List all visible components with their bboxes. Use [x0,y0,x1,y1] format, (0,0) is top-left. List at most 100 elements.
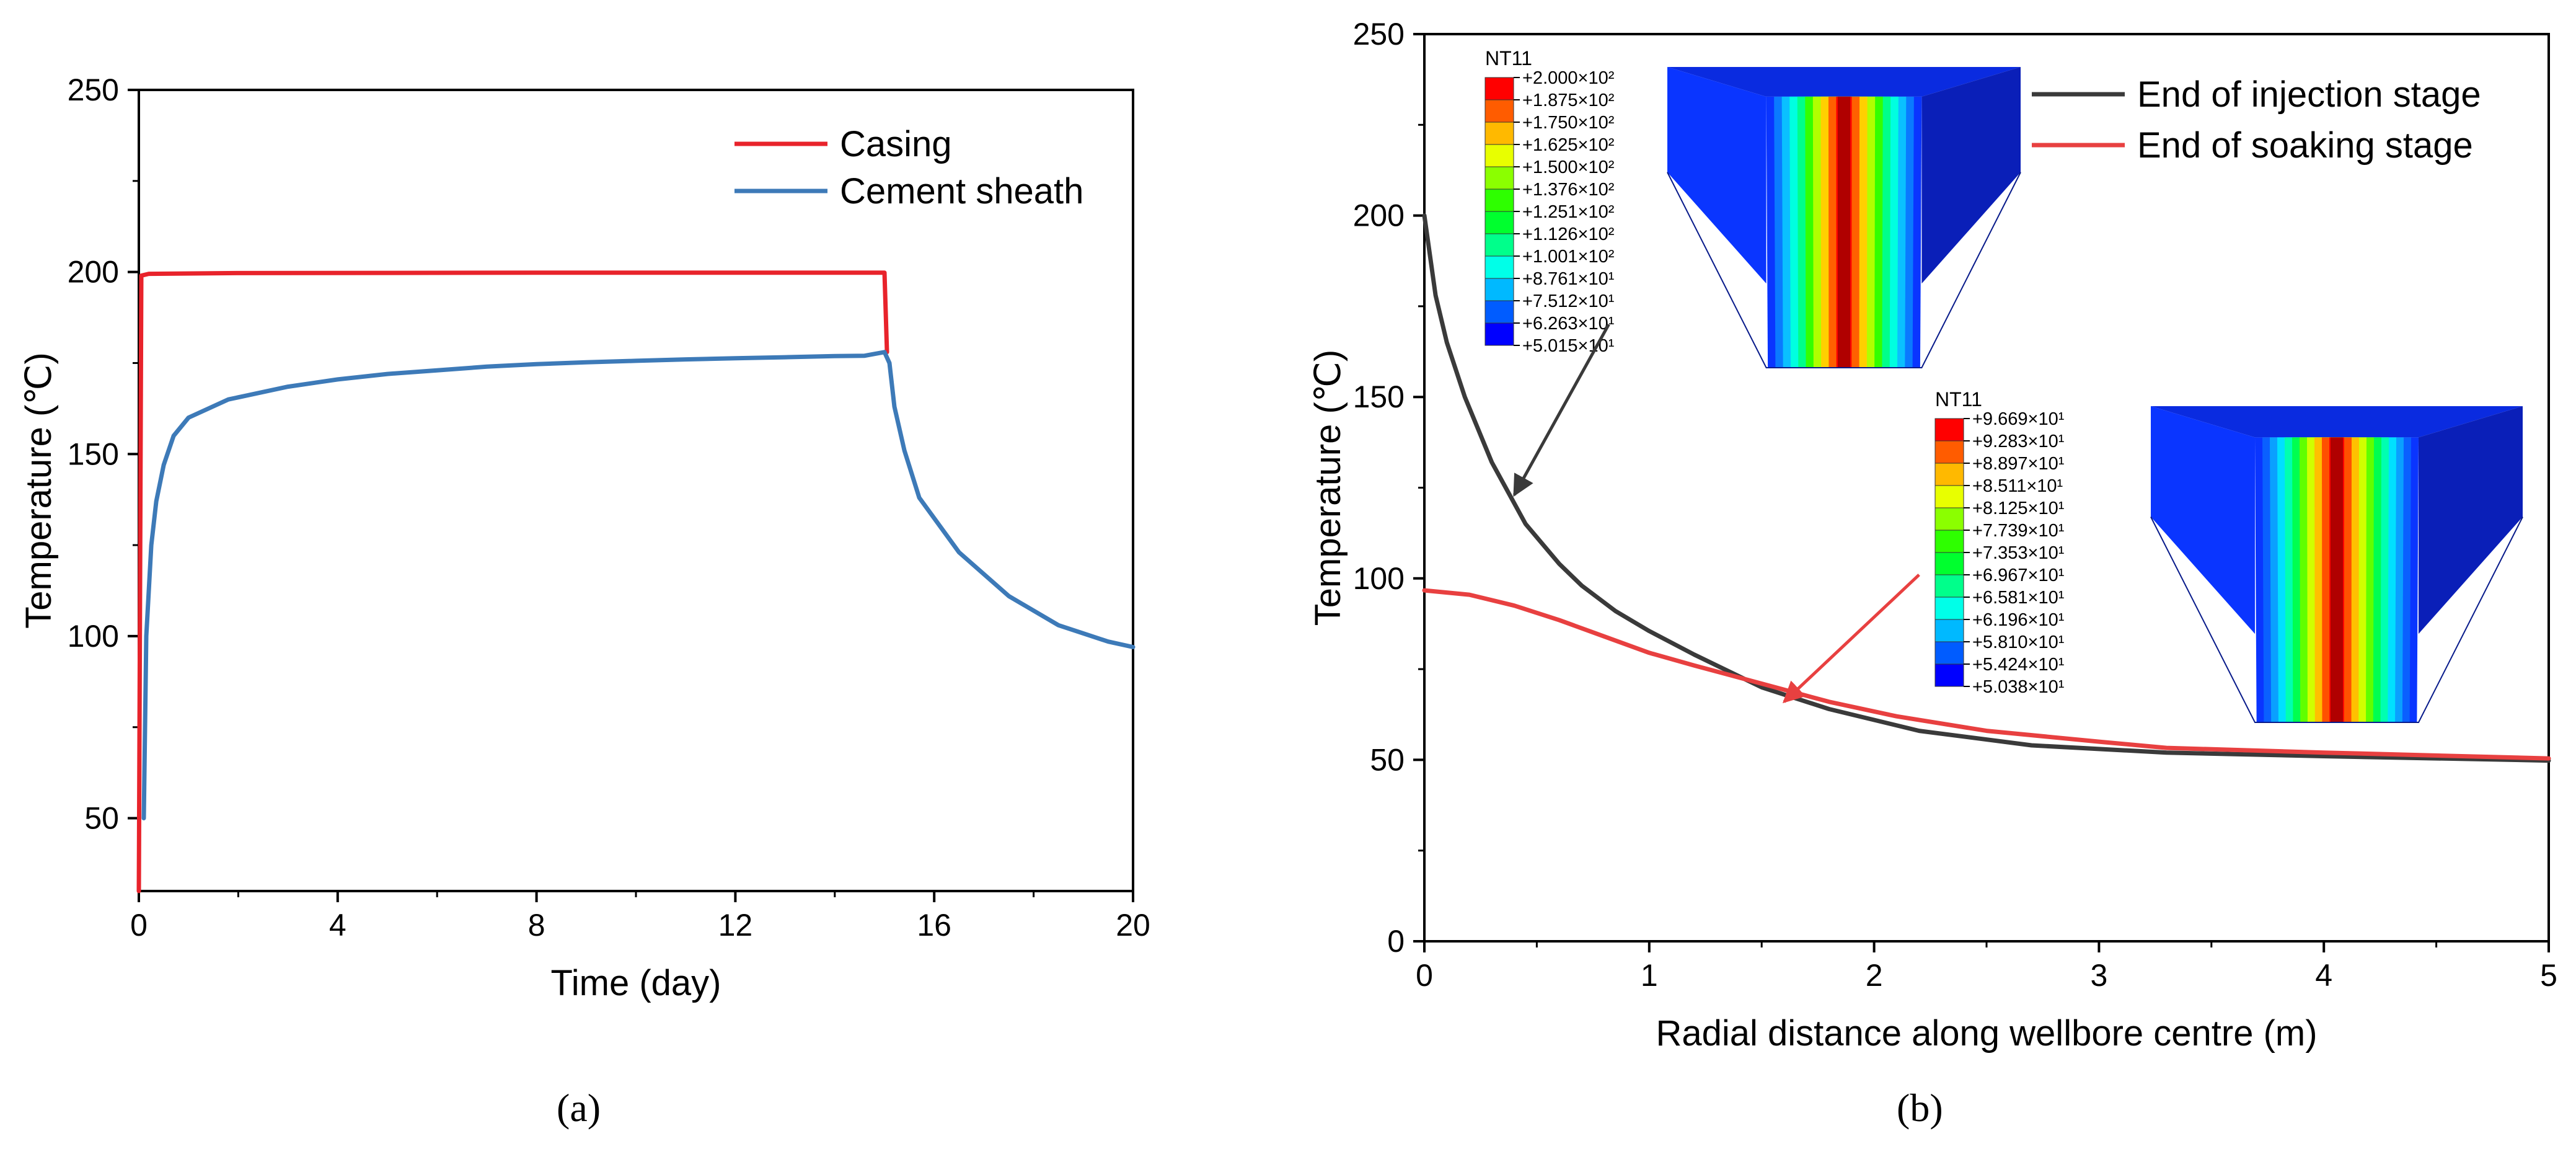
x-tick-label: 1 [1641,958,1658,993]
block-core [2331,437,2343,722]
block-core [1838,96,1850,368]
contour-swatch [1934,507,1964,531]
contour-swatch [1934,641,1964,665]
contour-swatch [1934,552,1964,575]
x-tick-label: 4 [329,908,346,943]
contour-swatch [1934,418,1964,441]
contour-legend-label: +7.353×10¹ [1972,543,2065,563]
block-right-face [1921,67,2021,284]
x-tick-label: 4 [2315,958,2332,993]
y-tick-label: 50 [84,801,119,836]
x-tick-label: 8 [528,908,545,943]
x-tick-label: 20 [1116,908,1150,943]
chart-panel-a: 0 4 8 12 16 20 50 100 150 200 250 Time (day) Tempera… [19,73,1150,1003]
x-tick-label: 12 [718,908,753,943]
block-outline [2150,517,2523,723]
contour-legend-label: +6.196×10¹ [1972,610,2065,630]
contour-swatch [1484,77,1514,100]
y-axis-label: Temperature (℃) [19,352,59,628]
contour-swatch [1934,440,1964,464]
y-axis-label: Temperature (℃) [1308,350,1348,626]
contour-legend-label: +1.251×10² [1522,202,1615,222]
contour-swatch [1484,300,1514,324]
series-line-end-of-injection-stage [1422,213,2551,763]
block-top-face [1667,67,2021,97]
series-line-casing [136,270,889,894]
y-tick-label: 250 [1353,17,1405,51]
contour-legend-label: +7.512×10¹ [1522,291,1615,311]
contour-swatch [1934,663,1964,687]
x-axis-label: Radial distance along wellbore centre (m… [1656,1013,2317,1054]
contour-swatch [1934,597,1964,620]
contour-swatch [1484,99,1514,123]
y-tick-label: 0 [1387,924,1405,959]
contour-block-injection [1667,67,2021,368]
contour-legend-label: +9.283×10¹ [1972,432,2065,451]
contour-legend-label: +6.263×10¹ [1522,314,1615,334]
contour-legend-label: +2.000×10² [1522,68,1615,88]
annotation-arrow [1512,323,1610,497]
contour-legend-label: +1.625×10² [1522,135,1615,155]
block-outline [1667,172,2021,368]
contour-legend-label: +8.897×10¹ [1972,454,2065,474]
y-tick-label: 250 [68,73,119,107]
series-line-cement-sheath [141,350,1136,820]
y-tick-label: 50 [1370,742,1405,777]
contour-swatch [1484,166,1514,190]
contour-block-soaking [2150,406,2523,723]
y-tick-label: 100 [68,619,119,654]
contour-swatch [1934,463,1964,486]
contour-legend-label: +8.761×10¹ [1522,269,1615,289]
contour-swatch [1934,619,1964,642]
contour-legend-label: +1.001×10² [1522,247,1615,267]
x-tick-label: 0 [1416,958,1433,993]
contour-legend-injection: NT11+2.000×10² +1.875×10² +1.750×10²+1.625… [1484,47,1615,356]
contour-swatch [1934,485,1964,508]
legend-label: End of injection stage [2137,74,2481,115]
contour-swatch [1934,530,1964,553]
contour-legend-label: +1.750×10² [1522,113,1615,133]
contour-legend-label: +8.511×10¹ [1972,476,2063,496]
contour-swatch [1484,122,1514,145]
y-tick-label: 150 [1353,379,1405,414]
contour-legend-label: +5.038×10¹ [1972,677,2065,697]
block-right-face [2419,406,2523,634]
x-tick-label: 3 [2090,958,2107,993]
contour-swatch [1484,255,1514,279]
contour-legend-label: +1.500×10² [1522,157,1615,177]
contour-swatch [1484,322,1514,346]
x-tick-label: 2 [1866,958,1883,993]
caption-a: (a) [557,1086,601,1130]
contour-swatch [1484,278,1514,301]
annotation-arrow [1782,574,1920,704]
contour-swatch [1484,233,1514,257]
caption-b: (b) [1897,1086,1943,1130]
legend-label: Cement sheath [840,171,1083,211]
contour-legend-label: +7.739×10¹ [1972,521,2065,541]
block-top-face [2151,406,2523,438]
contour-swatch [1484,189,1514,212]
x-tick-label: 5 [2540,958,2557,993]
x-tick-label: 16 [917,908,951,943]
block-left-face [2151,406,2255,634]
legend-label: Casing [840,124,952,164]
contour-swatch [1934,574,1964,598]
y-tick-label: 100 [1353,561,1405,596]
contour-legend-label: +5.810×10¹ [1972,632,2065,652]
contour-legend-label: +1.376×10² [1522,180,1615,200]
y-tick-label: 200 [1353,198,1405,233]
legend-label: End of soaking stage [2137,125,2473,166]
y-tick-label: 150 [68,437,119,471]
contour-legend-label: +1.875×10² [1522,91,1615,110]
contour-legend-label: +1.126×10² [1522,224,1615,244]
contour-legend-label: +5.424×10¹ [1972,655,2065,675]
contour-legend-title: NT11 [1935,388,1982,410]
contour-legend-label: +9.669×10¹ [1972,409,2065,429]
series-line-end-of-soaking-stage [1422,588,2551,761]
contour-swatch [1484,144,1514,167]
contour-legend-soaking: NT11+9.669×10¹ +9.283×10¹ +8.897×10¹+8.511… [1934,388,2065,697]
block-left-face [1667,67,1767,284]
x-tick-label: 0 [130,908,148,943]
